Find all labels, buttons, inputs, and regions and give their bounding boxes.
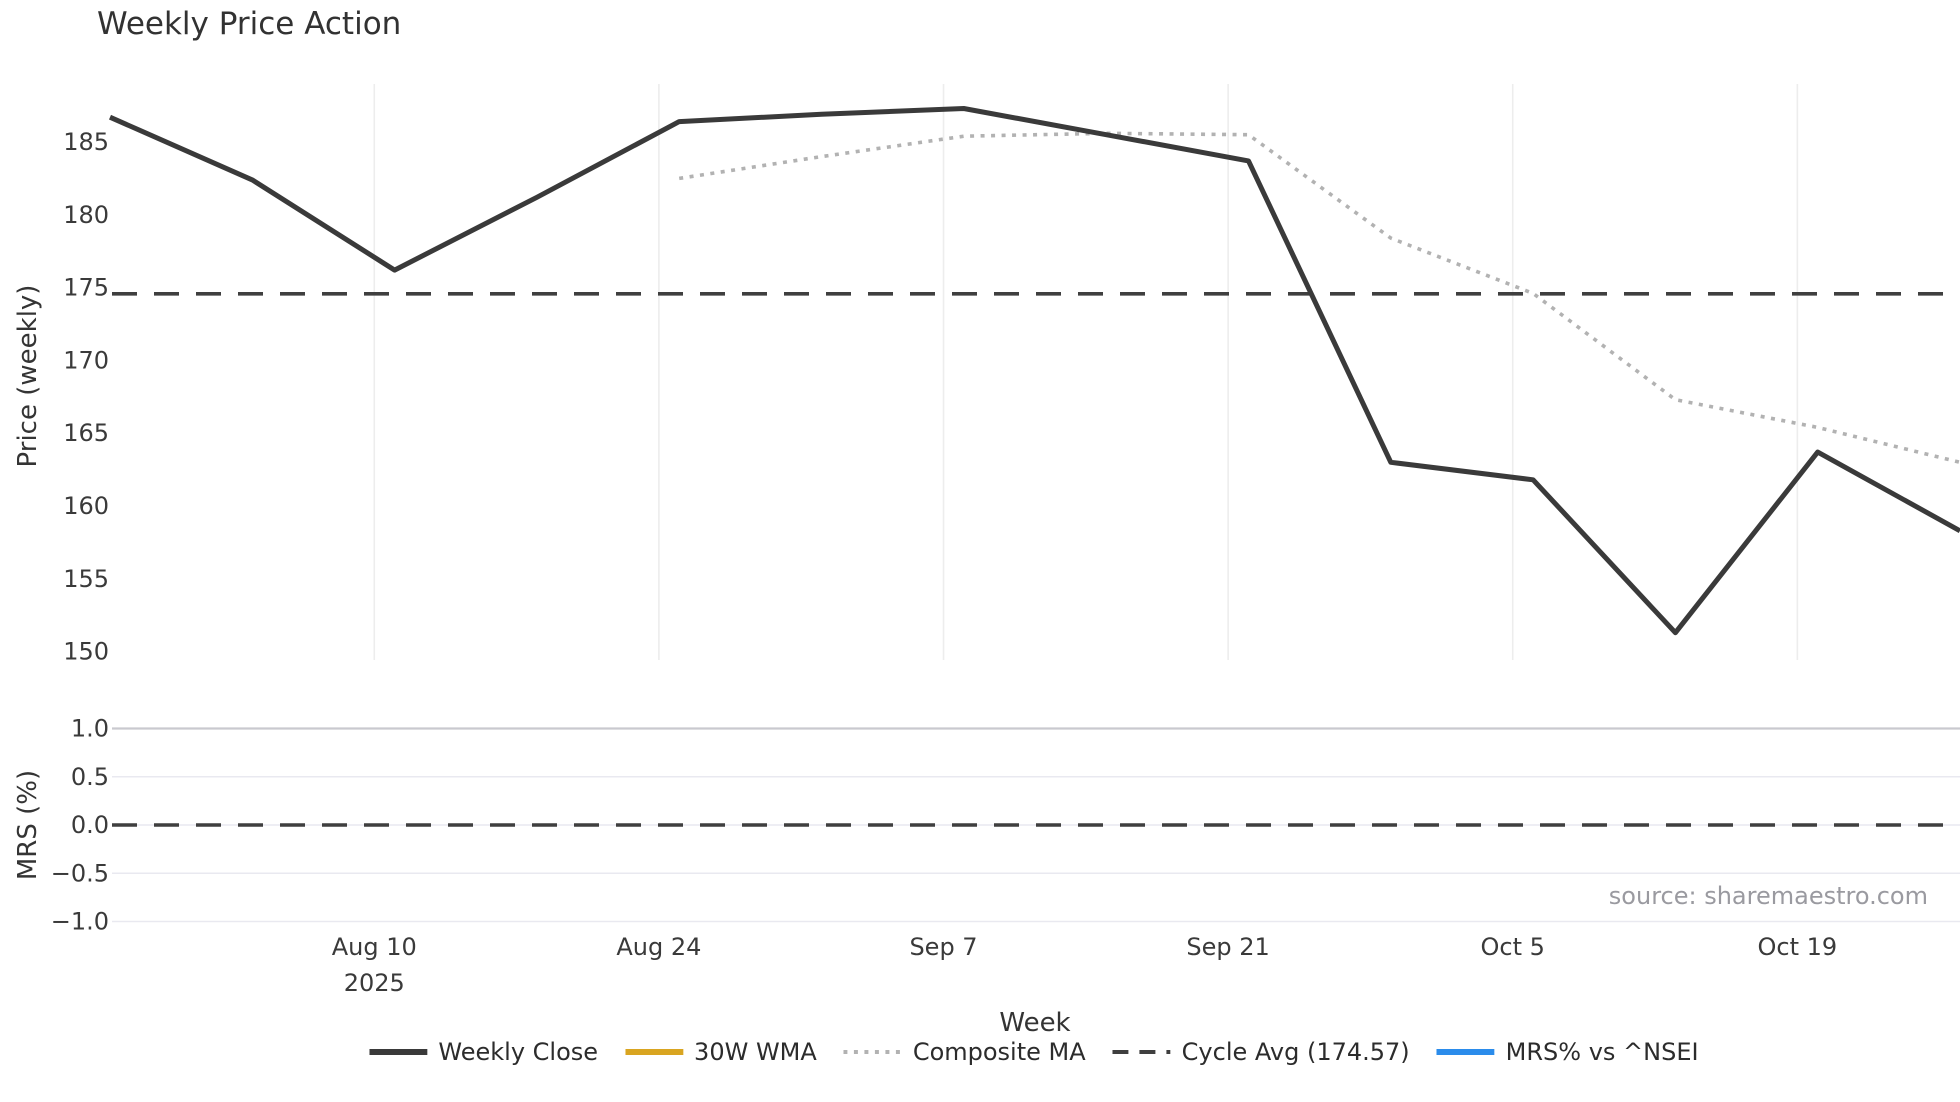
legend-item: 30W WMA xyxy=(625,1038,817,1066)
legend-swatch-solid xyxy=(1436,1049,1495,1055)
mrs-y-tick-label: 0.5 xyxy=(71,763,109,791)
legend-swatch-dotted xyxy=(843,1050,902,1054)
price-y-tick-label: 160 xyxy=(63,492,109,520)
legend-item: Cycle Avg (174.57) xyxy=(1112,1038,1410,1066)
legend-item: Composite MA xyxy=(843,1038,1086,1066)
composite-ma-line xyxy=(678,131,1960,465)
legend-swatch-dashed xyxy=(1112,1050,1171,1054)
price-y-tick-label: 150 xyxy=(63,638,109,666)
x-tick-label: Aug 24 xyxy=(616,933,701,961)
x-tick-year-label: 2025 xyxy=(344,969,405,997)
mrs-y-tick-label: −0.5 xyxy=(51,859,109,887)
weekly-close-line xyxy=(108,106,1960,636)
x-tick-label: Sep 21 xyxy=(1186,933,1269,961)
price-axis-label: Price (weekly) xyxy=(13,284,43,468)
x-tick-label: Oct 19 xyxy=(1758,933,1838,961)
legend-item: Weekly Close xyxy=(369,1038,598,1066)
price-y-tick-label: 165 xyxy=(63,419,109,447)
price-y-tick-label: 175 xyxy=(63,274,109,302)
legend-label: Cycle Avg (174.57) xyxy=(1181,1038,1410,1066)
legend-label: Composite MA xyxy=(912,1038,1086,1066)
x-axis-title: Week xyxy=(999,1008,1071,1038)
source-credit: source: sharemaestro.com xyxy=(1608,882,1928,910)
mrs-y-tick-label: −1.0 xyxy=(51,908,109,936)
price-y-tick-label: 185 xyxy=(63,128,109,156)
price-y-tick-label: 155 xyxy=(63,565,109,593)
mrs-y-tick-label: 1.0 xyxy=(71,715,109,743)
legend-swatch-solid xyxy=(369,1049,428,1055)
x-tick-label: Sep 7 xyxy=(909,933,977,961)
chart-title: Weekly Price Action xyxy=(97,6,402,42)
legend: Weekly Close 30W WMA Composite MA Cycle Avg… xyxy=(369,1038,1699,1066)
legend-label: Weekly Close xyxy=(438,1038,599,1066)
legend-item: MRS% vs ^NSEI xyxy=(1436,1038,1699,1066)
legend-swatch-solid xyxy=(625,1049,684,1055)
price-y-tick-label: 180 xyxy=(63,201,109,229)
price-y-tick-label: 170 xyxy=(63,346,109,374)
mrs-y-tick-label: 0.0 xyxy=(71,811,109,839)
legend-label: 30W WMA xyxy=(694,1038,817,1066)
x-tick-label: Aug 10 xyxy=(332,933,417,961)
legend-label: MRS% vs ^NSEI xyxy=(1505,1038,1699,1066)
mrs-axis-label: MRS (%) xyxy=(13,769,43,881)
x-tick-label: Oct 5 xyxy=(1481,933,1545,961)
